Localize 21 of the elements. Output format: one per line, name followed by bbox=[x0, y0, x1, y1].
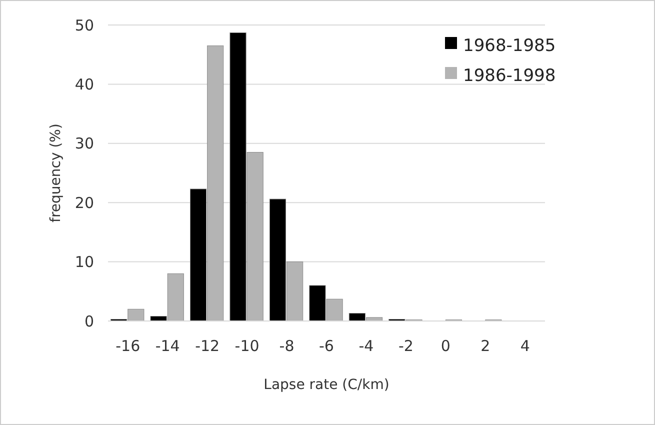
legend-label: 1968-1985 bbox=[463, 36, 556, 56]
x-axis-title: Lapse rate (C/km) bbox=[264, 377, 390, 393]
x-tick-label: -8 bbox=[279, 337, 294, 355]
y-tick-label: 10 bbox=[74, 253, 94, 272]
x-tick-label: -16 bbox=[116, 337, 140, 355]
y-tick-label: 20 bbox=[74, 194, 94, 212]
y-axis-title: frequency (%) bbox=[48, 124, 64, 222]
x-tick-label: -10 bbox=[234, 337, 260, 355]
x-tick-label: -14 bbox=[155, 337, 180, 355]
y-tick-label: 0 bbox=[84, 312, 94, 330]
y-tick-label: 30 bbox=[74, 134, 94, 153]
x-tick-label: -6 bbox=[319, 337, 334, 355]
y-tick-label: 50 bbox=[74, 16, 94, 34]
legend-label: 1986-1998 bbox=[463, 66, 556, 86]
x-tick-label: 4 bbox=[520, 337, 530, 355]
x-tick-label: 0 bbox=[440, 337, 450, 355]
x-tick-label: -4 bbox=[358, 337, 374, 355]
x-tick-label: -2 bbox=[398, 337, 414, 355]
x-tick-label: 2 bbox=[480, 337, 490, 355]
x-tick-label: -12 bbox=[195, 337, 220, 355]
y-tick-label: 40 bbox=[74, 75, 94, 94]
